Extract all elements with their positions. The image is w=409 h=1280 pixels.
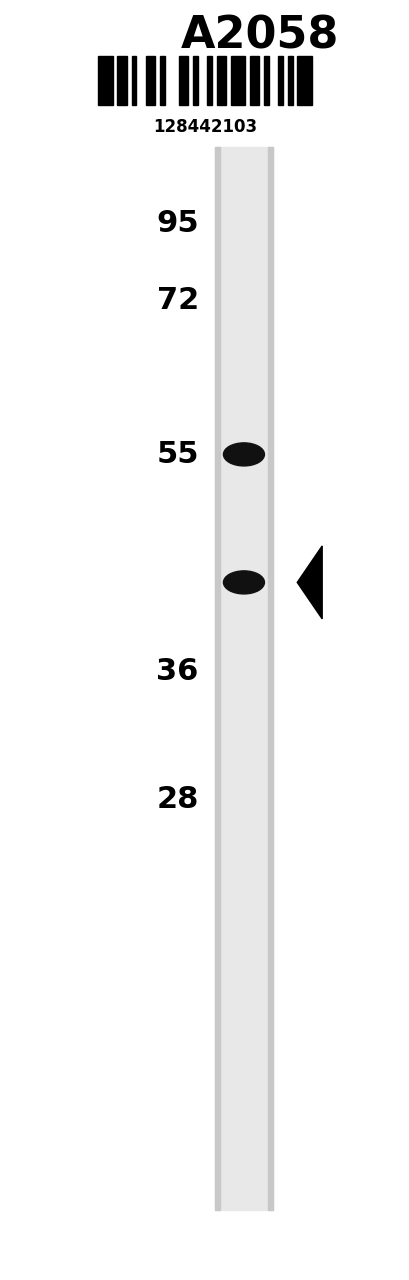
Bar: [216, 56, 226, 105]
Text: 36: 36: [156, 658, 198, 686]
Text: 72: 72: [156, 287, 198, 315]
Bar: [193, 56, 198, 105]
Text: 95: 95: [156, 210, 198, 238]
Bar: [207, 56, 211, 105]
Bar: [287, 56, 292, 105]
Bar: [215, 147, 220, 1210]
Bar: [263, 56, 268, 105]
Text: A2058: A2058: [181, 14, 339, 58]
Bar: [267, 147, 272, 1210]
Text: 55: 55: [156, 440, 198, 468]
Bar: [215, 147, 272, 1210]
Polygon shape: [297, 545, 321, 620]
Text: 28: 28: [156, 786, 198, 814]
Bar: [98, 56, 112, 105]
Bar: [178, 56, 188, 105]
Bar: [146, 56, 155, 105]
Bar: [117, 56, 126, 105]
Bar: [231, 56, 245, 105]
Bar: [278, 56, 283, 105]
Bar: [160, 56, 164, 105]
Ellipse shape: [223, 443, 264, 466]
Bar: [297, 56, 311, 105]
Ellipse shape: [223, 571, 264, 594]
Bar: [131, 56, 136, 105]
Bar: [249, 56, 259, 105]
Text: 128442103: 128442103: [153, 118, 256, 136]
